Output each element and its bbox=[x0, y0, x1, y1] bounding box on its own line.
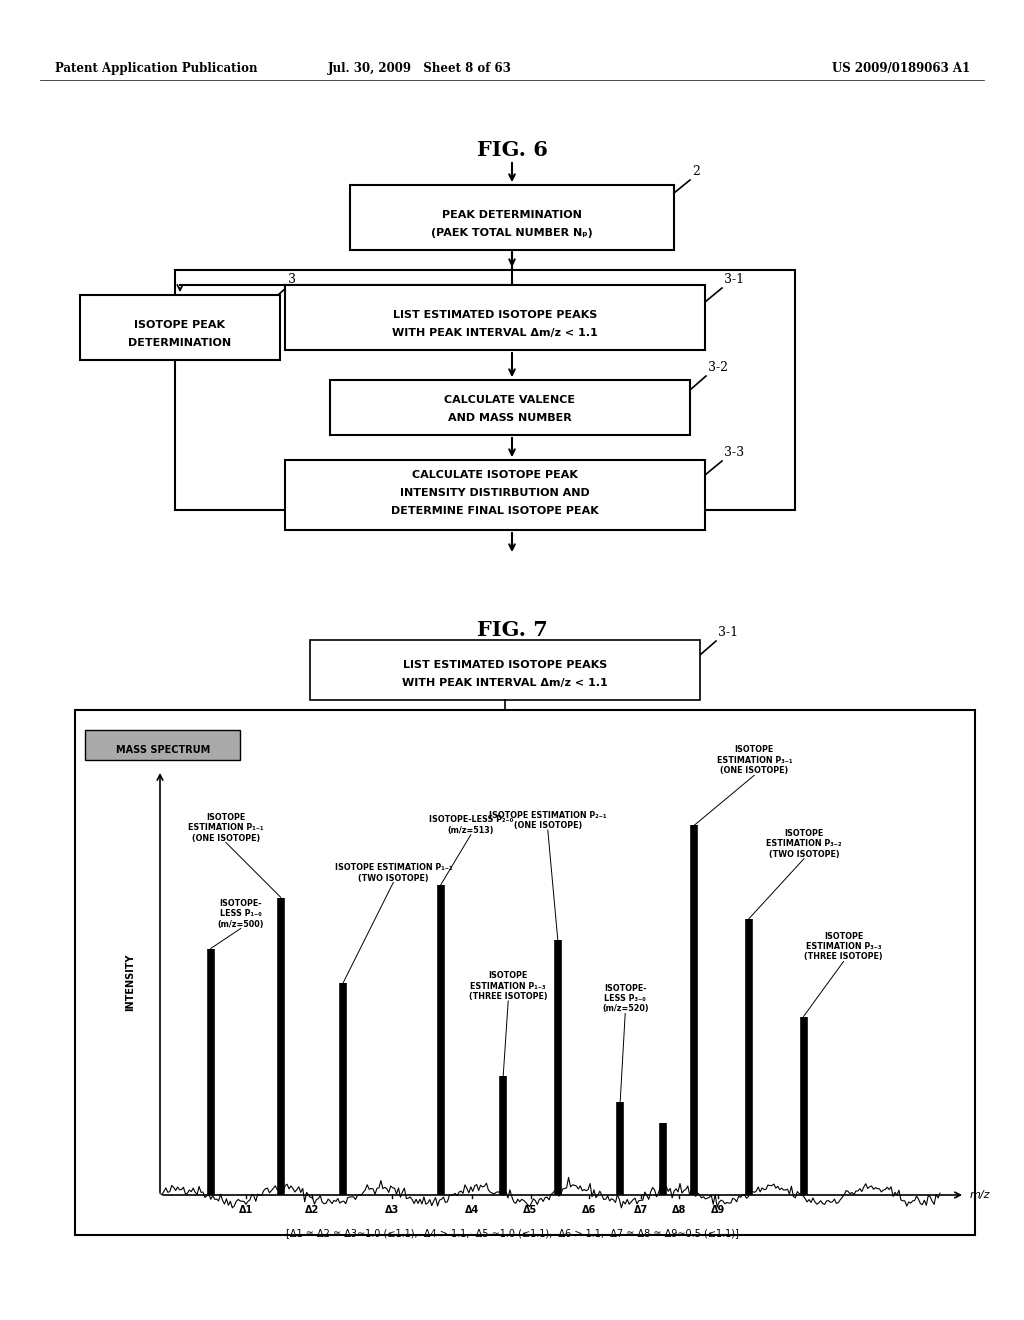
Bar bbox=[85, 730, 240, 760]
Text: m/z: m/z bbox=[970, 1191, 990, 1200]
Text: US 2009/0189063 A1: US 2009/0189063 A1 bbox=[831, 62, 970, 75]
Text: Jul. 30, 2009   Sheet 8 of 63: Jul. 30, 2009 Sheet 8 of 63 bbox=[328, 62, 512, 75]
Text: Δ5: Δ5 bbox=[523, 1205, 538, 1214]
Bar bbox=[75, 710, 975, 1236]
Text: ISOTOPE
ESTIMATION P₃₋₁
(ONE ISOTOPE): ISOTOPE ESTIMATION P₃₋₁ (ONE ISOTOPE) bbox=[717, 746, 792, 775]
Text: ISOTOPE
ESTIMATION P₃₋₃
(THREE ISOTOPE): ISOTOPE ESTIMATION P₃₋₃ (THREE ISOTOPE) bbox=[804, 932, 883, 961]
Text: 3-2: 3-2 bbox=[708, 360, 728, 374]
Text: LIST ESTIMATED ISOTOPE PEAKS: LIST ESTIMATED ISOTOPE PEAKS bbox=[402, 660, 607, 671]
Text: 3: 3 bbox=[288, 273, 296, 286]
Text: WITH PEAK INTERVAL Δm/z < 1.1: WITH PEAK INTERVAL Δm/z < 1.1 bbox=[402, 678, 608, 688]
Text: ISOTOPE-
LESS P₁₋₀
(m/z=500): ISOTOPE- LESS P₁₋₀ (m/z=500) bbox=[217, 899, 264, 928]
Text: Δ3: Δ3 bbox=[385, 1205, 399, 1214]
Text: Δ2: Δ2 bbox=[305, 1205, 319, 1214]
Text: AND MASS NUMBER: AND MASS NUMBER bbox=[449, 413, 571, 422]
Text: INTENSITY DISTIRBUTION AND: INTENSITY DISTIRBUTION AND bbox=[400, 488, 590, 498]
Bar bbox=[285, 459, 705, 531]
Text: LIST ESTIMATED ISOTOPE PEAKS: LIST ESTIMATED ISOTOPE PEAKS bbox=[393, 310, 597, 319]
Text: DETERMINE FINAL ISOTOPE PEAK: DETERMINE FINAL ISOTOPE PEAK bbox=[391, 506, 599, 516]
Text: CALCULATE VALENCE: CALCULATE VALENCE bbox=[444, 395, 575, 405]
Text: FIG. 6: FIG. 6 bbox=[476, 140, 548, 160]
Text: ISOTOPE PEAK: ISOTOPE PEAK bbox=[134, 319, 225, 330]
Bar bbox=[330, 380, 690, 436]
Text: ISOTOPE ESTIMATION P₁₋₂
(TWO ISOTOPE): ISOTOPE ESTIMATION P₁₋₂ (TWO ISOTOPE) bbox=[335, 863, 452, 883]
Text: DETERMINATION: DETERMINATION bbox=[128, 338, 231, 348]
Text: WITH PEAK INTERVAL Δm/z < 1.1: WITH PEAK INTERVAL Δm/z < 1.1 bbox=[392, 327, 598, 338]
Text: Δ6: Δ6 bbox=[582, 1205, 596, 1214]
Text: PEAK DETERMINATION: PEAK DETERMINATION bbox=[442, 210, 582, 220]
Text: FIG. 7: FIG. 7 bbox=[476, 620, 548, 640]
Bar bbox=[310, 640, 700, 700]
Text: CALCULATE ISOTOPE PEAK: CALCULATE ISOTOPE PEAK bbox=[412, 470, 578, 480]
Text: Δ7: Δ7 bbox=[634, 1205, 648, 1214]
Text: [Δ1 ≅ Δ2 ≅ Δ3≈1.0 (≤1.1),  Δ4 > 1.1,  Δ5 ≈1.0 (≤1.1),  Δ6 > 1.1,  Δ7 ≅ Δ8 ≅ Δ9≈0: [Δ1 ≅ Δ2 ≅ Δ3≈1.0 (≤1.1), Δ4 > 1.1, Δ5 ≈… bbox=[286, 1228, 738, 1238]
Text: ISOTOPE-LESS P₂₋₀
(m/z=513): ISOTOPE-LESS P₂₋₀ (m/z=513) bbox=[429, 816, 513, 834]
Text: MASS SPECTRUM: MASS SPECTRUM bbox=[116, 744, 210, 755]
Bar bbox=[350, 185, 674, 249]
Bar bbox=[285, 285, 705, 350]
Bar bbox=[80, 294, 280, 360]
Text: 3-1: 3-1 bbox=[718, 626, 738, 639]
Text: 3-3: 3-3 bbox=[724, 446, 744, 459]
Text: INTENSITY: INTENSITY bbox=[125, 954, 135, 1011]
Text: (PAEK TOTAL NUMBER Nₚ): (PAEK TOTAL NUMBER Nₚ) bbox=[431, 228, 593, 238]
Text: ISOTOPE
ESTIMATION P₁₋₃
(THREE ISOTOPE): ISOTOPE ESTIMATION P₁₋₃ (THREE ISOTOPE) bbox=[469, 972, 548, 1001]
Text: ISOTOPE
ESTIMATION P₁₋₁
(ONE ISOTOPE): ISOTOPE ESTIMATION P₁₋₁ (ONE ISOTOPE) bbox=[188, 813, 263, 842]
Text: Patent Application Publication: Patent Application Publication bbox=[55, 62, 257, 75]
Text: 3-1: 3-1 bbox=[724, 273, 744, 286]
Text: Δ9: Δ9 bbox=[711, 1205, 725, 1214]
Text: Δ1: Δ1 bbox=[239, 1205, 253, 1214]
Text: ISOTOPE ESTIMATION P₂₋₁
(ONE ISOTOPE): ISOTOPE ESTIMATION P₂₋₁ (ONE ISOTOPE) bbox=[489, 810, 606, 830]
Text: ISOTOPE
ESTIMATION P₃₋₂
(TWO ISOTOPE): ISOTOPE ESTIMATION P₃₋₂ (TWO ISOTOPE) bbox=[766, 829, 842, 859]
Text: Δ4: Δ4 bbox=[465, 1205, 479, 1214]
Text: 2: 2 bbox=[692, 165, 699, 178]
Text: Δ8: Δ8 bbox=[672, 1205, 686, 1214]
Bar bbox=[175, 271, 795, 510]
Text: ISOTOPE-
LESS P₃₋₀
(m/z=520): ISOTOPE- LESS P₃₋₀ (m/z=520) bbox=[602, 983, 648, 1014]
